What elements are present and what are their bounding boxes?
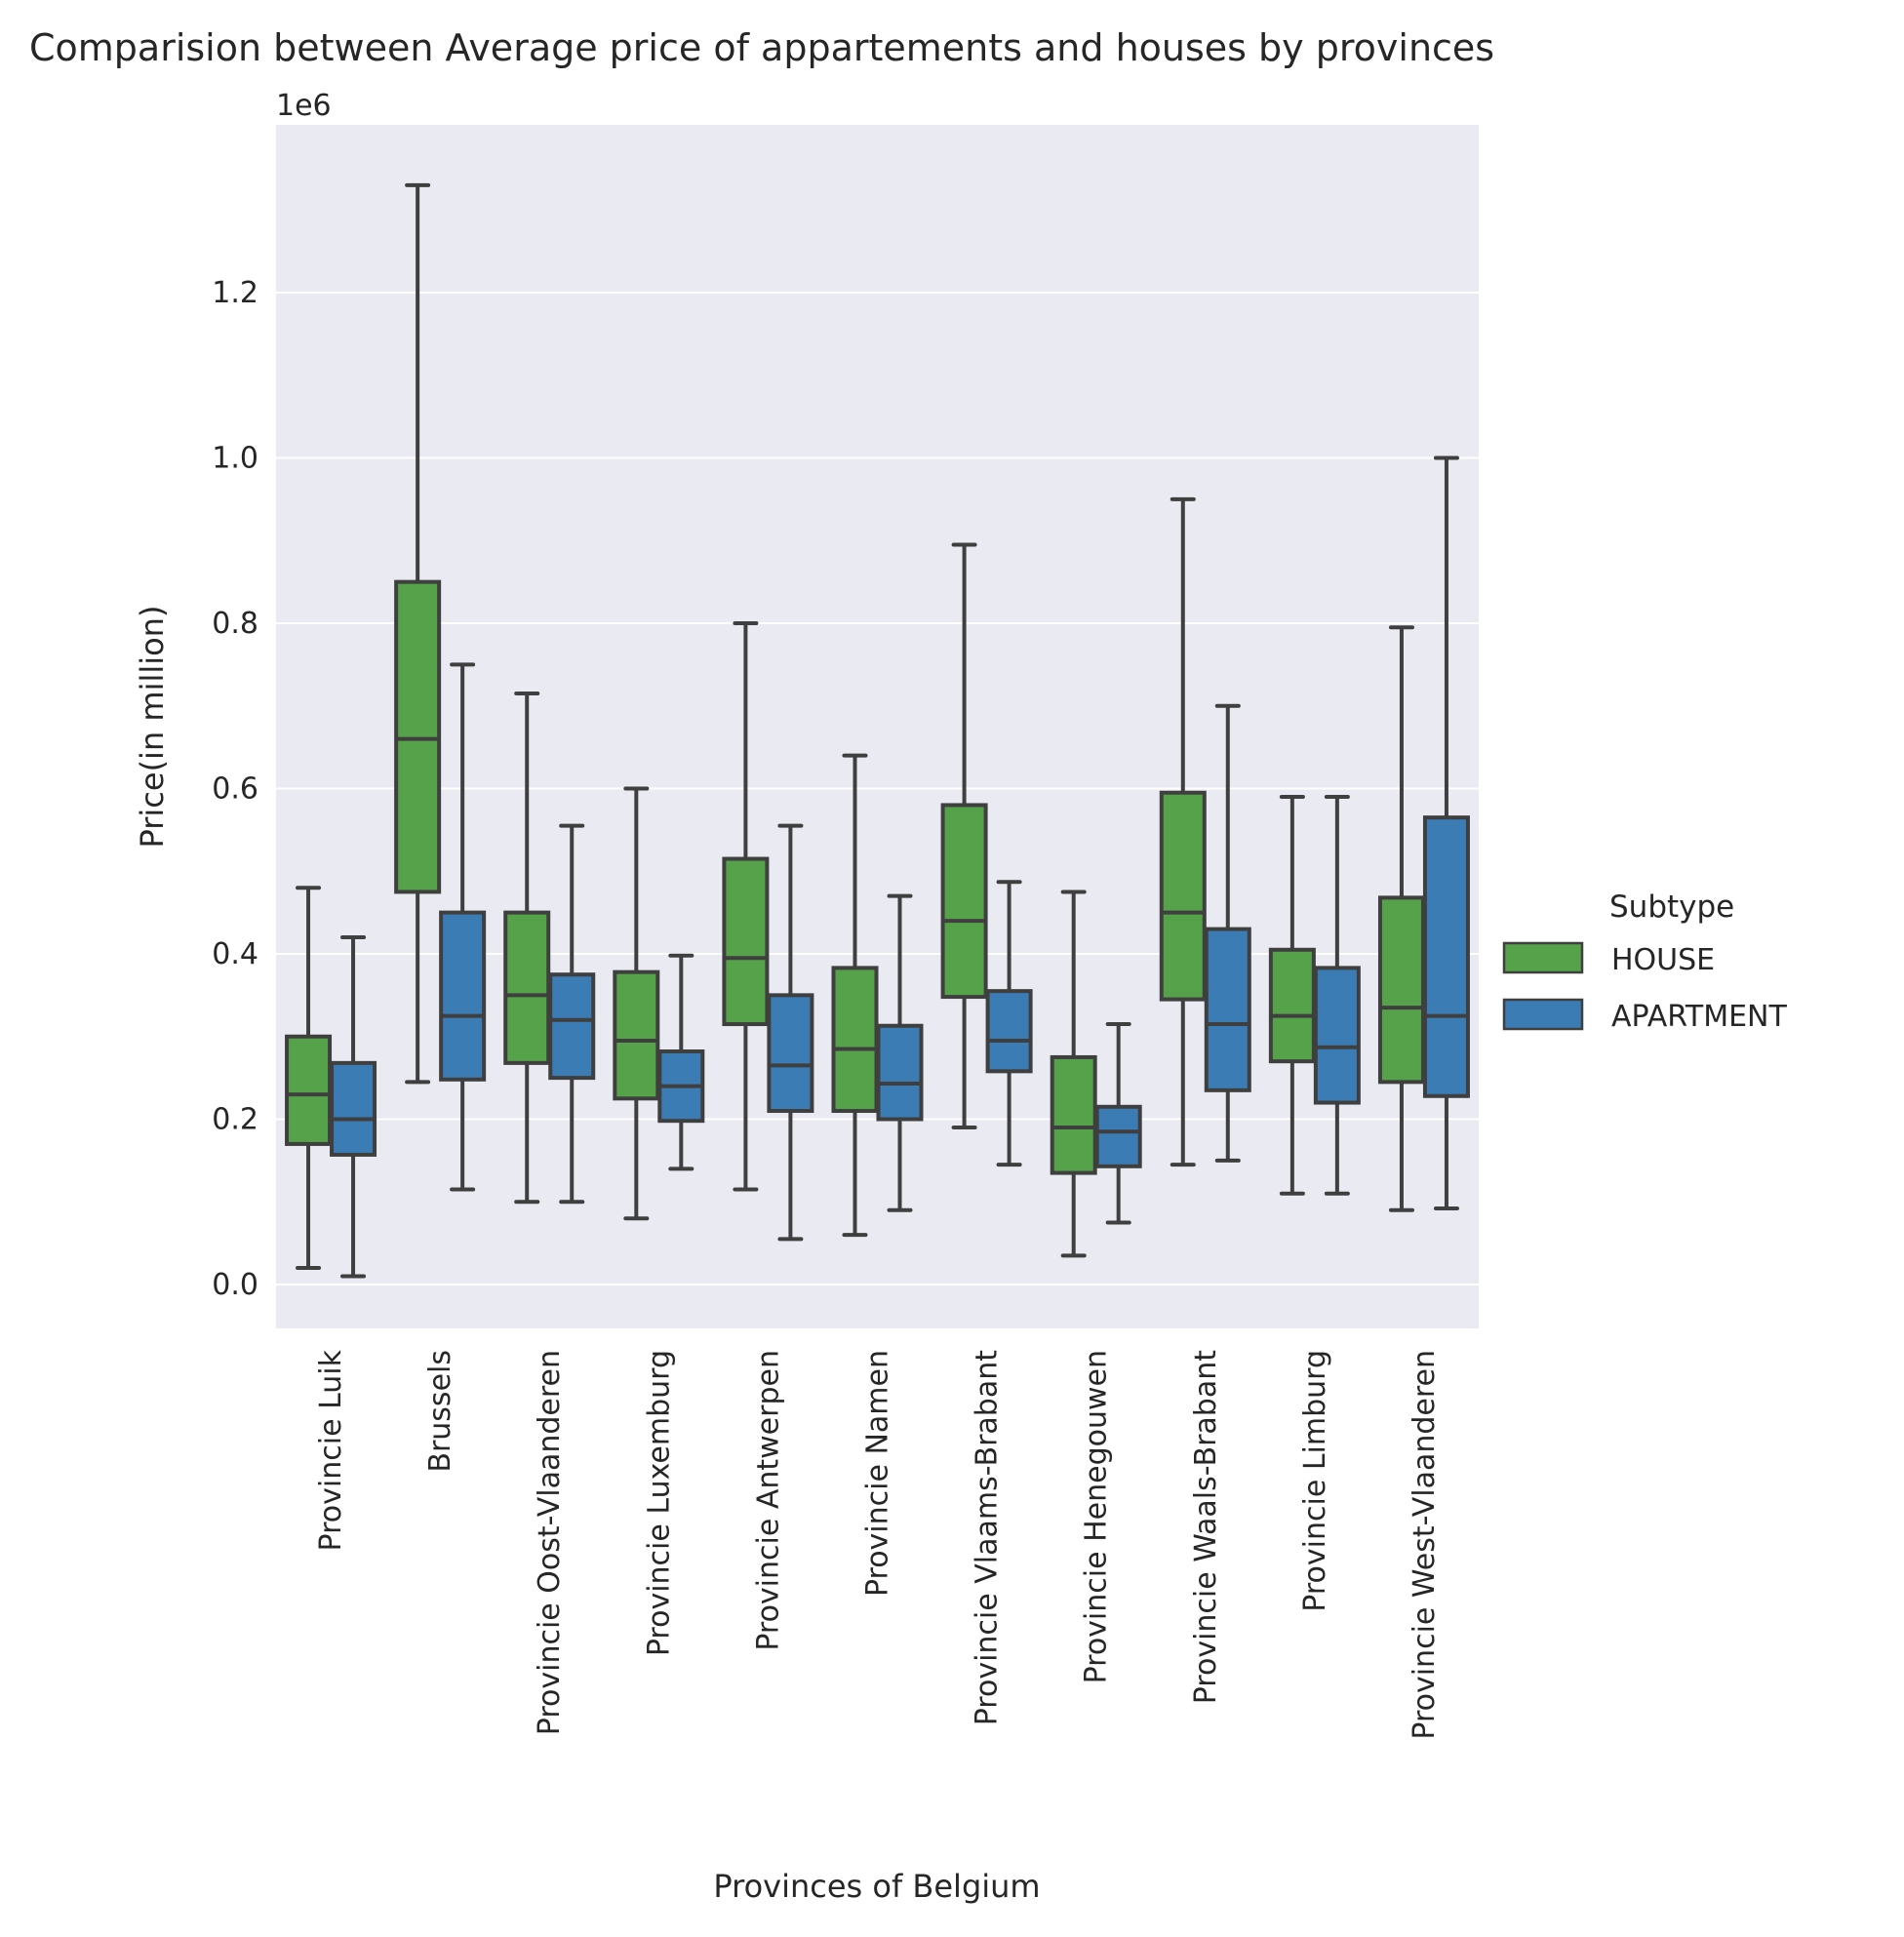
x-tick-label: Provincie Luik: [314, 1349, 348, 1551]
box-group: [548, 823, 596, 1205]
legend-swatch: [1502, 998, 1584, 1031]
box-iqr: [285, 1034, 333, 1146]
box-iqr: [767, 993, 814, 1114]
legend-item-label: HOUSE: [1611, 943, 1715, 977]
box-group: [985, 880, 1033, 1167]
y-tick-label: 0.8: [212, 607, 258, 641]
box-iqr: [394, 579, 442, 894]
box-group: [439, 662, 487, 1192]
box-iqr: [548, 972, 596, 1081]
box-iqr: [985, 989, 1033, 1074]
box-group: [940, 542, 988, 1129]
box-group: [1094, 1022, 1142, 1225]
legend-item-label: APARTMENT: [1611, 1000, 1787, 1034]
plot-area: [276, 125, 1479, 1328]
box-group: [1050, 889, 1097, 1258]
box-group: [1313, 794, 1361, 1196]
box-iqr: [1313, 966, 1361, 1105]
box-group: [330, 935, 377, 1279]
box-iqr: [1422, 815, 1470, 1098]
box-group: [1422, 455, 1470, 1211]
chart-title: Comparision between Average price of app…: [29, 26, 1494, 69]
legend-swatch: [1502, 941, 1584, 974]
legend-title: Subtype: [1609, 889, 1734, 925]
box-group: [876, 893, 924, 1212]
box-group: [285, 886, 333, 1271]
x-tick-label: Provincie Henegouwen: [1080, 1350, 1114, 1683]
y-axis-label: Price(in million): [134, 606, 171, 849]
box-iqr: [330, 1060, 377, 1157]
x-tick-label: Provincie Limburg: [1298, 1350, 1332, 1612]
y-tick-label: 1.0: [212, 442, 258, 476]
box-iqr: [876, 1023, 924, 1122]
legend: Subtype HOUSE APARTMENT: [1502, 889, 1787, 1034]
y-tick-label: 0.0: [212, 1268, 258, 1302]
box-group: [1377, 625, 1425, 1212]
y-tick-label: 0.6: [212, 772, 258, 807]
x-tick-label: Provincie Antwerpen: [751, 1350, 785, 1651]
box-iqr: [831, 966, 879, 1114]
x-tick-label: Provincie Oost-Vlaanderen: [533, 1350, 567, 1735]
box-iqr: [1268, 947, 1316, 1064]
box-iqr: [1159, 790, 1207, 1002]
box-iqr: [722, 856, 770, 1027]
box-group: [613, 786, 660, 1221]
box-iqr: [940, 803, 988, 1000]
box-group: [1159, 496, 1207, 1167]
box-group: [722, 621, 770, 1192]
box-group: [767, 823, 814, 1242]
x-tick-label: Provincie Namen: [861, 1350, 895, 1597]
box-iqr: [1377, 895, 1425, 1085]
box-iqr: [1050, 1054, 1097, 1175]
box-group: [1268, 794, 1316, 1196]
y-offset-label: 1e6: [276, 89, 332, 123]
x-axis-label: Provinces of Belgium: [713, 1868, 1040, 1905]
box-group: [394, 182, 442, 1085]
box-group: [831, 753, 879, 1238]
x-tick-label: Provincie West-Vlaanderen: [1408, 1350, 1442, 1740]
box-group: [503, 692, 551, 1205]
x-tick-label: Provincie Luxemburg: [642, 1350, 676, 1656]
x-tick-labels: Provincie Luik Brussels Provincie Oost-Vla…: [314, 1349, 1442, 1739]
box-iqr: [439, 910, 487, 1082]
y-tick-label: 0.4: [212, 937, 258, 971]
box-groups: [285, 182, 1470, 1279]
x-tick-label: Provincie Waals-Brabant: [1189, 1350, 1223, 1704]
y-tick-label: 0.2: [212, 1103, 258, 1137]
box-group: [1204, 703, 1251, 1163]
x-tick-label: Provincie Vlaams-Brabant: [971, 1350, 1005, 1725]
y-tick-labels: 0.0 0.2 0.4 0.6 0.8 1.0 1.2: [212, 276, 258, 1302]
box-group: [657, 953, 705, 1171]
y-tick-label: 1.2: [212, 276, 258, 310]
box-iqr: [503, 910, 551, 1065]
box-iqr: [613, 969, 660, 1101]
box-iqr: [1204, 927, 1251, 1092]
box-iqr: [1094, 1104, 1142, 1168]
x-tick-label: Brussels: [423, 1350, 457, 1473]
